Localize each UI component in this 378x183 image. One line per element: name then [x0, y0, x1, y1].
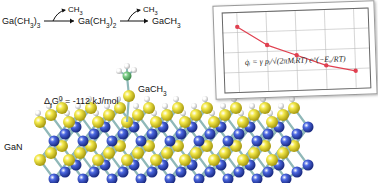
html-text:q̇ᵢ = γ pᵢ/√(2πMᵢRT) e^(−Eₐ/RT: q̇ᵢ = γ pᵢ/√(2πMᵢRT) e^(−Eₐ/RT) — [244, 54, 346, 67]
svg-text:ΔfG0 = -112 kJ/mol: ΔfG0 = -112 kJ/mol — [44, 95, 119, 109]
svg-text:Ga(CH3)2: Ga(CH3)2 — [78, 16, 117, 29]
svg-text:CH3: CH3 — [68, 5, 83, 16]
svg-text:GaCH3: GaCH3 — [152, 16, 181, 29]
svg-text:GaN: GaN — [4, 142, 23, 152]
svg-text:CH3: CH3 — [143, 5, 158, 16]
svg-text:Ga(CH3)3: Ga(CH3)3 — [2, 16, 41, 29]
svg-text:GaCH3: GaCH3 — [138, 84, 167, 97]
